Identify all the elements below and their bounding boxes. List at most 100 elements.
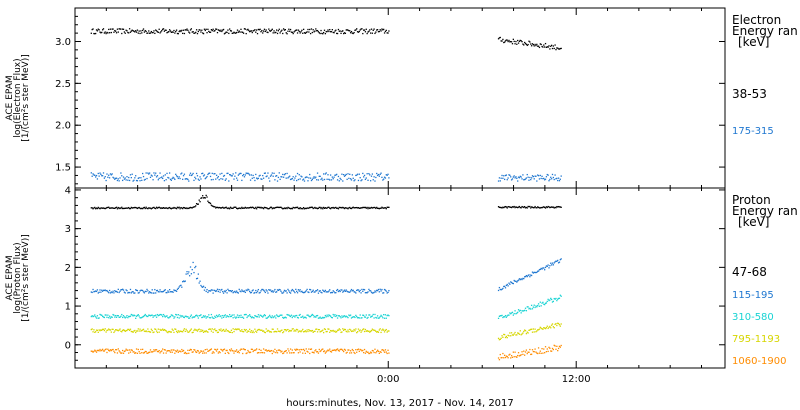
data-point bbox=[259, 174, 261, 177]
data-point bbox=[503, 316, 505, 318]
data-point bbox=[315, 328, 317, 330]
data-point bbox=[134, 352, 136, 354]
data-point bbox=[95, 32, 97, 35]
data-point bbox=[111, 28, 113, 30]
data-point bbox=[231, 175, 233, 177]
data-point bbox=[247, 207, 249, 209]
data-point bbox=[144, 313, 146, 316]
data-point bbox=[215, 28, 218, 30]
data-point bbox=[329, 174, 332, 176]
data-point bbox=[247, 330, 249, 332]
data-point bbox=[380, 290, 382, 292]
data-point bbox=[115, 32, 118, 34]
data-point bbox=[366, 173, 368, 175]
data-point bbox=[314, 315, 316, 317]
data-point bbox=[544, 303, 546, 306]
data-point bbox=[343, 328, 346, 331]
data-point bbox=[332, 313, 334, 316]
data-point bbox=[513, 40, 515, 43]
data-point bbox=[520, 278, 522, 280]
data-point bbox=[293, 290, 295, 293]
data-point bbox=[273, 172, 275, 174]
data-point bbox=[202, 172, 204, 174]
data-point bbox=[509, 312, 511, 314]
data-point bbox=[217, 29, 220, 31]
data-point bbox=[349, 173, 351, 175]
data-point bbox=[540, 267, 542, 270]
data-point bbox=[272, 328, 274, 330]
data-point bbox=[559, 178, 561, 180]
data-point bbox=[348, 331, 350, 333]
data-point bbox=[282, 331, 284, 334]
data-point bbox=[298, 349, 300, 351]
data-point bbox=[555, 348, 557, 350]
data-point bbox=[268, 349, 270, 352]
data-point bbox=[230, 315, 233, 317]
data-point bbox=[131, 349, 133, 351]
data-point bbox=[182, 32, 184, 35]
data-point bbox=[222, 206, 224, 208]
data-point bbox=[520, 334, 522, 336]
data-point bbox=[135, 175, 137, 177]
data-point bbox=[137, 177, 139, 180]
data-point bbox=[518, 205, 521, 208]
data-point bbox=[275, 31, 277, 34]
data-point bbox=[239, 172, 241, 175]
data-point bbox=[296, 206, 299, 208]
data-point bbox=[193, 32, 195, 34]
data-point bbox=[326, 350, 328, 352]
data-point bbox=[290, 314, 293, 316]
data-point bbox=[229, 349, 231, 351]
data-point bbox=[311, 290, 313, 293]
data-point bbox=[176, 331, 179, 334]
data-point bbox=[150, 208, 153, 210]
data-point bbox=[147, 352, 149, 354]
data-point bbox=[538, 207, 541, 209]
data-point bbox=[231, 331, 233, 334]
data-point bbox=[224, 179, 226, 181]
data-point bbox=[238, 328, 240, 330]
data-point bbox=[498, 339, 501, 341]
data-point bbox=[140, 177, 142, 179]
data-point bbox=[155, 349, 158, 351]
data-point bbox=[201, 29, 203, 31]
y-tick-label: 4 bbox=[65, 185, 71, 196]
data-point bbox=[282, 352, 284, 355]
data-point bbox=[217, 207, 220, 209]
data-point bbox=[530, 206, 533, 208]
data-point bbox=[144, 330, 146, 333]
data-point bbox=[546, 325, 548, 327]
data-point bbox=[187, 29, 189, 32]
data-point bbox=[214, 29, 216, 32]
data-point bbox=[118, 180, 120, 182]
data-point bbox=[240, 172, 242, 175]
data-point bbox=[252, 30, 254, 32]
data-point bbox=[345, 29, 347, 31]
data-point bbox=[523, 350, 525, 352]
data-point bbox=[347, 208, 349, 210]
data-point bbox=[115, 177, 118, 179]
data-point bbox=[209, 349, 212, 351]
data-point bbox=[183, 328, 186, 330]
data-point bbox=[324, 352, 327, 354]
data-point bbox=[378, 208, 380, 210]
data-point bbox=[555, 207, 557, 209]
data-point bbox=[298, 30, 300, 33]
data-point bbox=[109, 173, 112, 175]
data-point bbox=[265, 29, 267, 31]
data-point bbox=[322, 289, 324, 291]
data-point bbox=[127, 328, 129, 331]
data-point bbox=[292, 328, 294, 330]
data-point bbox=[373, 317, 375, 319]
data-point bbox=[506, 336, 508, 339]
data-point bbox=[365, 314, 367, 316]
data-point bbox=[186, 352, 188, 355]
data-point bbox=[533, 178, 535, 180]
data-point bbox=[183, 280, 186, 283]
data-point bbox=[535, 207, 537, 209]
data-point bbox=[313, 316, 315, 318]
data-point bbox=[142, 207, 145, 209]
data-point bbox=[350, 207, 353, 210]
data-point bbox=[328, 30, 330, 33]
data-point bbox=[521, 205, 523, 208]
